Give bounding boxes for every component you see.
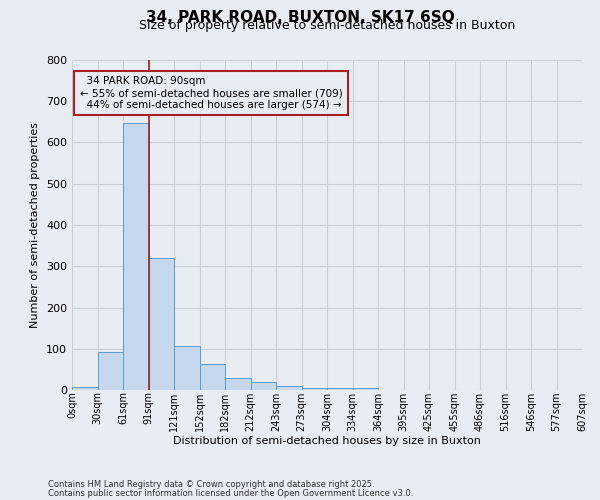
Bar (353, 388, 378, 390)
Bar (302, 388, 327, 390)
Text: Contains public sector information licensed under the Open Government Licence v3: Contains public sector information licen… (48, 490, 413, 498)
X-axis label: Distribution of semi-detached houses by size in Buxton: Distribution of semi-detached houses by … (173, 436, 481, 446)
Text: 34, PARK ROAD, BUXTON, SK17 6SQ: 34, PARK ROAD, BUXTON, SK17 6SQ (146, 10, 454, 25)
Text: Contains HM Land Registry data © Crown copyright and database right 2025.: Contains HM Land Registry data © Crown c… (48, 480, 374, 489)
Bar (123, 122, 149, 390)
Bar (174, 346, 199, 390)
Bar (327, 388, 353, 390)
Y-axis label: Number of semi-detached properties: Number of semi-detached properties (31, 122, 40, 328)
Bar (199, 364, 225, 390)
Bar (97, 352, 123, 390)
Bar (251, 382, 276, 390)
Bar (225, 378, 251, 390)
Bar (149, 258, 174, 390)
Title: Size of property relative to semi-detached houses in Buxton: Size of property relative to semi-detach… (139, 20, 515, 32)
Bar (72, 386, 97, 390)
Text: 34 PARK ROAD: 90sqm  
← 55% of semi-detached houses are smaller (709)
  44% of s: 34 PARK ROAD: 90sqm ← 55% of semi-detach… (80, 76, 343, 110)
Bar (276, 386, 302, 390)
